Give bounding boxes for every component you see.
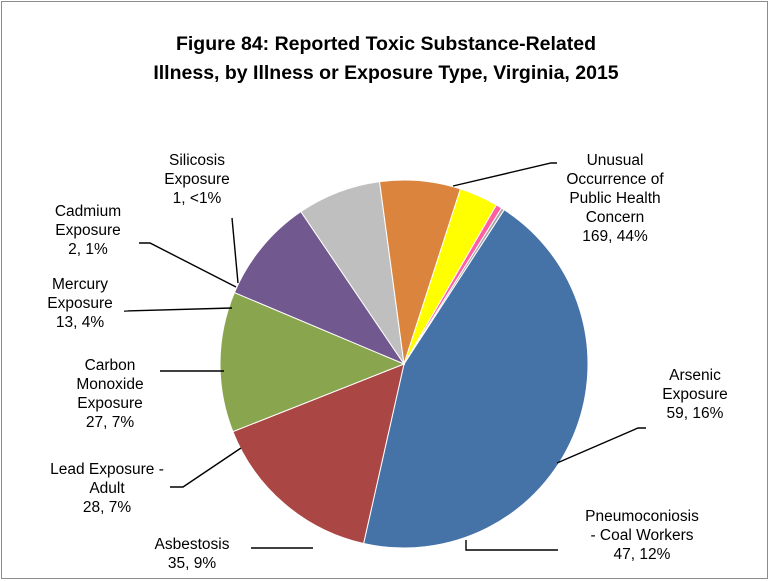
data-label-line: Adult xyxy=(89,480,125,497)
data-label-line: Mercury xyxy=(52,276,108,293)
data-label-line: Monoxide xyxy=(76,376,143,393)
chart-title-line-2: Illness, by Illness or Exposure Type, Vi… xyxy=(153,62,618,84)
data-label-line: 2, 1% xyxy=(68,241,108,258)
data-label-line: 13, 4% xyxy=(56,314,104,331)
chart-title-line-1: Figure 84: Reported Toxic Substance-Rela… xyxy=(176,33,596,55)
leader-line-cadmium-exposure xyxy=(139,242,237,288)
data-label-line: Unusual xyxy=(587,152,644,169)
data-label-line: Exposure xyxy=(77,395,142,412)
data-label-line: Exposure xyxy=(55,222,120,239)
data-label-line: Exposure xyxy=(47,295,112,312)
data-label-asbestosis: Asbestosis 35, 9% xyxy=(155,536,230,572)
data-label-line: 35, 9% xyxy=(168,555,216,572)
data-label-line: 59, 16% xyxy=(667,405,724,422)
data-label-arsenic-exposure: Arsenic Exposure 59, 16% xyxy=(662,367,727,422)
data-label-line: Exposure xyxy=(662,386,727,403)
data-label-line: Silicosis xyxy=(169,152,225,169)
data-label-line: Occurrence of xyxy=(566,171,664,188)
data-label-cadmium-exposure: Cadmium Exposure 2, 1% xyxy=(55,203,121,258)
data-label-line: 27, 7% xyxy=(86,414,134,431)
pie-slice-asbestosis xyxy=(233,210,406,366)
data-label-line: - Coal Workers xyxy=(590,527,693,544)
data-label-line: 47, 12% xyxy=(614,546,671,563)
leader-line-silicosis-exposure xyxy=(231,217,239,284)
data-label-line: 1, <1% xyxy=(173,190,222,207)
data-label-unusual-occurrence-of-public-health-concern: Unusual Occurrence of Public Health Concern… xyxy=(566,152,664,245)
data-label-line: 28, 7% xyxy=(83,499,131,516)
data-label-line: Concern xyxy=(586,209,645,226)
leader-line-lead-exposure-adult xyxy=(170,447,242,488)
data-label-line: Asbestosis xyxy=(155,536,230,553)
pie-slice-unusual-occurrence-of-public-health-concern xyxy=(363,208,589,549)
pie-slice-silicosis-exposure xyxy=(403,207,505,365)
data-label-lead-exposure-adult: Lead Exposure - Adult 28, 7% xyxy=(50,461,164,516)
data-label-line: Arsenic xyxy=(669,367,721,384)
data-label-line: Public Health xyxy=(569,190,660,207)
data-label-carbon-monoxide-exposure: Carbon Monoxide Exposure 27, 7% xyxy=(76,357,143,431)
pie-slice-pneumoconiosis-coal-workers xyxy=(219,291,406,433)
data-label-line: Carbon xyxy=(85,357,136,374)
data-label-line: Exposure xyxy=(164,171,229,188)
data-label-line: Pneumoconiosis xyxy=(585,508,699,525)
data-label-mercury-exposure: Mercury Exposure 13, 4% xyxy=(47,276,112,331)
data-label-line: Cadmium xyxy=(55,203,121,220)
leader-line-arsenic-exposure xyxy=(556,427,646,464)
data-label-line: Lead Exposure - xyxy=(50,461,164,478)
data-label-silicosis-exposure: Silicosis Exposure 1, <1% xyxy=(164,152,229,207)
data-label-line: 169, 44% xyxy=(582,228,648,245)
pie-slice-arsenic-exposure xyxy=(232,363,405,545)
leader-line-pneumoconiosis-coal-workers xyxy=(465,540,558,551)
leader-line-mercury-exposure xyxy=(123,307,233,312)
leader-line-unusual-occurrence-of-public-health-concern xyxy=(452,162,557,187)
data-label-pneumoconiosis-coal-workers: Pneumoconiosis - Coal Workers 47, 12% xyxy=(585,508,699,563)
